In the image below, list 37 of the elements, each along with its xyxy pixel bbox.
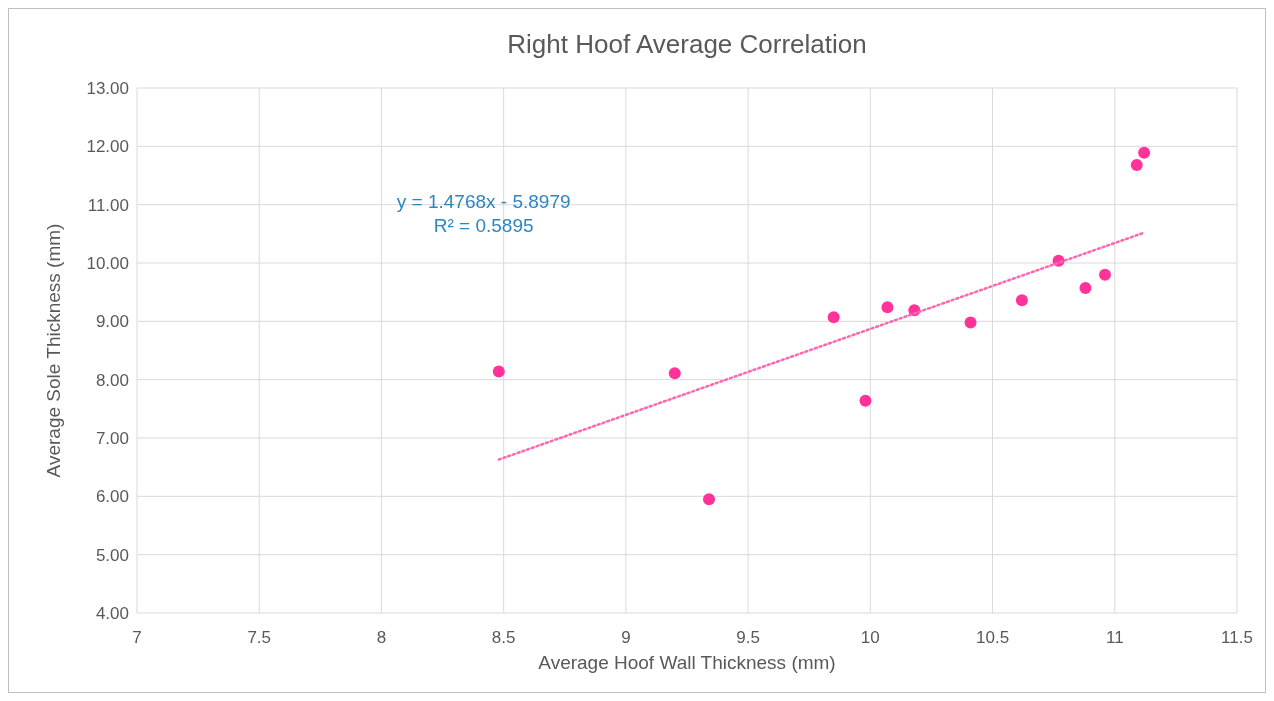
annotation: y = 1.4768x - 5.8979 [396,190,571,212]
x-tick-label: 11.5 [1221,628,1253,647]
point [1099,268,1111,281]
chart-title: Right Hoof Average Correlation [507,29,867,59]
point [668,367,681,380]
point [827,311,840,324]
y-tick-label: 12.00 [86,137,129,157]
y-axis-title: Average Sole Thickness (mm) [43,223,64,478]
x-tick-label: 7 [132,628,142,647]
x-tick-label: 10.5 [976,628,1010,647]
x-tick-label: 11 [1105,628,1124,647]
y-tick-label: 11.00 [87,195,129,215]
point [1079,282,1092,295]
y-tick-label: 8.00 [95,370,129,390]
y-tick-label: 13.00 [86,78,129,98]
y-tick-label: 7.00 [95,428,129,448]
x-tick-label: 9 [621,628,631,647]
x-tick-label: 10 [860,628,880,647]
y-tick-label: 9.00 [95,312,129,332]
point [881,301,894,314]
y-tick-label: 5.00 [95,545,129,565]
point [492,365,505,378]
point [1015,294,1028,307]
x-axis-title: Average Hoof Wall Thickness (mm) [538,652,836,673]
point [1130,159,1143,171]
point [859,394,872,407]
x-tick-label: 9.5 [736,628,760,647]
point [1138,146,1151,159]
point [964,316,977,329]
y-tick-label: 4.00 [95,603,129,623]
x-tick-label: 8.5 [491,628,516,647]
point [703,493,715,506]
x-tick-label: 8 [376,628,387,647]
y-tick-label: 10.00 [86,253,129,273]
x-tick-label: 7.5 [247,628,272,647]
annotation: R² = 0.5895 [433,214,534,236]
y-tick-label: 6.00 [95,487,129,507]
